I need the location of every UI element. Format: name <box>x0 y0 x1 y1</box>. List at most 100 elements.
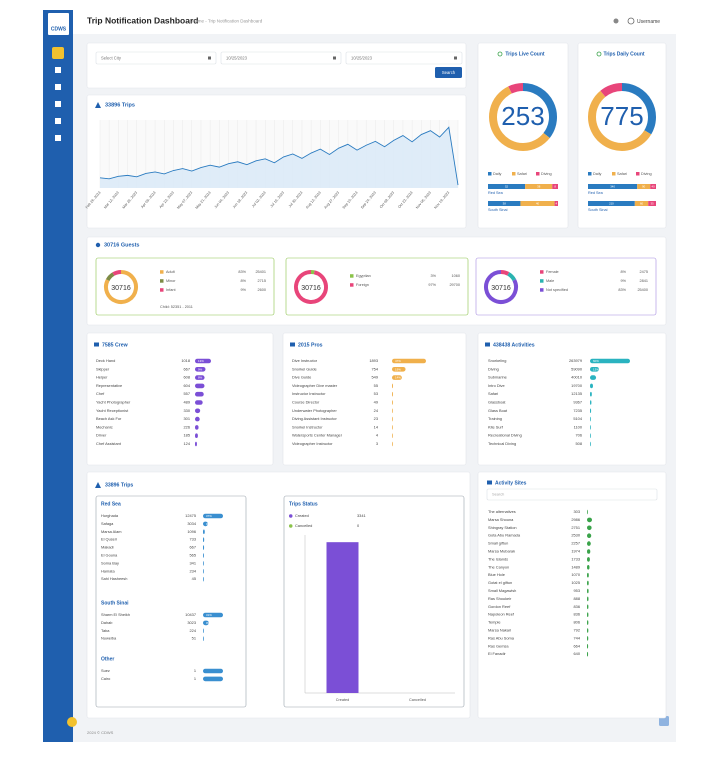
row-count: 1025 <box>571 580 580 585</box>
row-count: 2751 <box>571 525 580 530</box>
region-bar-segment <box>552 184 558 189</box>
legend-swatch <box>536 172 540 176</box>
input-field[interactable] <box>95 51 217 65</box>
row-bar <box>590 358 630 364</box>
legend-value: 3341 <box>357 513 366 518</box>
row-name: Glass Boat <box>488 408 508 413</box>
row-name: Kite Surf <box>488 424 504 429</box>
legend-swatch <box>160 270 164 274</box>
row-count: 4 <box>376 433 379 438</box>
nav-item[interactable] <box>55 135 61 141</box>
bar-label: 13% <box>198 359 204 363</box>
row-count: 10437 <box>185 612 196 617</box>
nav-item[interactable] <box>55 101 61 107</box>
row-bar <box>392 367 406 372</box>
row-bar <box>587 565 590 570</box>
row-count: 49 <box>374 400 378 405</box>
legend-pct: 83% <box>238 270 246 274</box>
donut-segment <box>600 83 623 98</box>
scroll-top-button[interactable] <box>659 716 669 726</box>
nav-item-active[interactable] <box>52 47 64 59</box>
x-tick-label: Created <box>336 698 350 702</box>
card-title: Trips Status <box>289 501 318 507</box>
row-count: 792 <box>574 628 581 633</box>
row-name: Chef <box>96 391 105 396</box>
legend-label: Cancelled <box>295 523 312 528</box>
card-title: 30716 Guests <box>104 242 139 248</box>
row-bar <box>203 636 204 641</box>
row-bar <box>587 572 589 578</box>
row-bar <box>203 513 223 519</box>
row-count: 226 <box>184 424 191 429</box>
legend-swatch <box>540 279 544 283</box>
row-bar <box>203 612 223 618</box>
legend-swatch <box>588 172 592 176</box>
sidebar <box>43 10 73 742</box>
row-count: 549 <box>372 375 379 380</box>
row-bar <box>590 416 591 422</box>
legend-swatch <box>160 288 164 292</box>
input-field[interactable] <box>345 51 463 65</box>
row-count: 667 <box>184 366 191 371</box>
bar-label: 19% <box>395 367 401 371</box>
legend-count: 1060 <box>452 274 460 278</box>
row-count: 604 <box>184 383 191 388</box>
row-bar <box>203 553 204 558</box>
row-count: 53 <box>374 391 378 396</box>
region-bar-segment <box>634 201 649 206</box>
legend-swatch <box>350 274 354 278</box>
region-label: Red Sea <box>588 191 604 195</box>
row-name: Cairo <box>101 676 110 681</box>
row-count: 1974 <box>571 549 580 554</box>
row-bar <box>587 517 592 523</box>
legend-pct: 3% <box>431 274 437 278</box>
legend-swatch <box>612 172 616 176</box>
collapse-button[interactable] <box>67 717 77 727</box>
legend-label: Adult <box>166 270 176 274</box>
logo-box <box>48 13 69 35</box>
row-name: Mechanic <box>96 424 113 429</box>
user-icon[interactable] <box>627 17 635 25</box>
row-count: 59090 <box>571 366 583 371</box>
row-name: Soma Bay <box>101 560 119 565</box>
row-count: 3023 <box>187 620 196 625</box>
search-placeholder[interactable]: Search <box>492 492 504 497</box>
row-name: Taba <box>101 628 110 633</box>
row-bar <box>587 644 589 649</box>
input-icon <box>454 56 457 60</box>
row-name: Gota Abu Ramada <box>488 533 521 538</box>
donut-segment <box>588 90 652 151</box>
row-name: Videographer Instructor <box>292 441 333 446</box>
legend-pct: 83% <box>618 288 626 292</box>
row-bar <box>590 383 593 389</box>
row-count: 489 <box>184 400 191 405</box>
donut-segment <box>508 83 524 94</box>
card <box>477 42 569 229</box>
row-count: 23 <box>374 416 378 421</box>
row-name: Diving Assistant Instructor <box>292 416 337 421</box>
row-count: 1 <box>194 668 196 673</box>
search-button[interactable] <box>435 67 462 78</box>
nav-item[interactable] <box>55 84 61 90</box>
row-count: 508 <box>576 441 583 446</box>
segment-label: 90 <box>642 184 646 188</box>
row-bar <box>587 580 589 586</box>
row-count: 836 <box>574 604 581 609</box>
nav-item[interactable] <box>55 67 61 73</box>
row-bar <box>590 400 592 405</box>
search-button-text[interactable]: Search <box>442 70 456 75</box>
segment-label: 4 <box>556 201 558 205</box>
input-field[interactable] <box>220 51 342 65</box>
bell-icon[interactable] <box>613 18 619 24</box>
row-name: Safari <box>488 391 498 396</box>
row-count: 330 <box>184 408 191 413</box>
row-name: Small giftun <box>488 541 508 546</box>
card <box>285 257 469 316</box>
nav-item[interactable] <box>55 118 61 124</box>
username[interactable]: Username <box>637 19 660 25</box>
search-input[interactable] <box>486 488 658 501</box>
donut-total: 30716 <box>111 285 131 292</box>
row-bar <box>195 408 201 414</box>
row-name: Driver <box>96 433 107 438</box>
